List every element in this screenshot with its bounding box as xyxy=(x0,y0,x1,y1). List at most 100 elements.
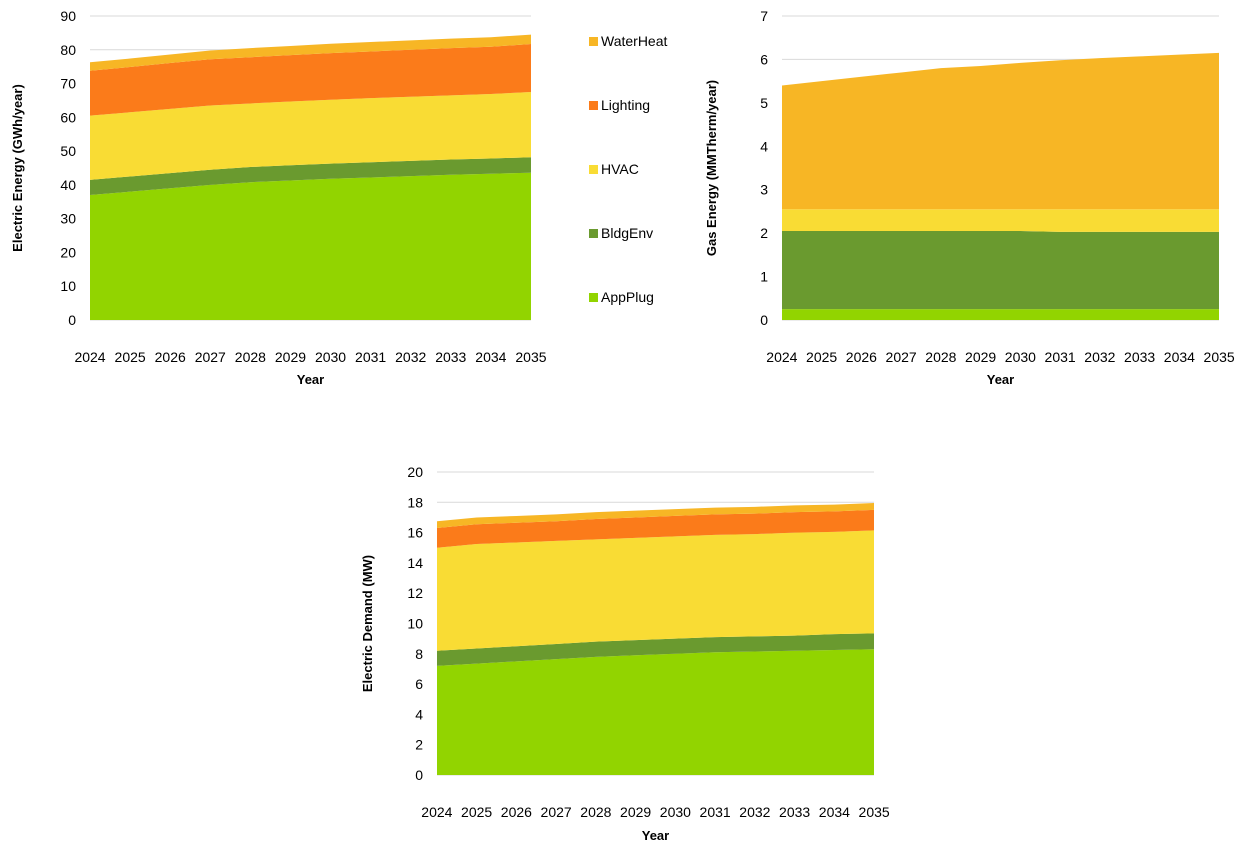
x-tick-label: 2035 xyxy=(1204,349,1235,365)
area-waterheat xyxy=(782,52,1219,210)
x-tick-label: 2027 xyxy=(886,349,917,365)
x-tick-label: 2031 xyxy=(355,349,386,365)
legend-swatch-waterheat xyxy=(589,37,598,46)
x-tick-label: 2034 xyxy=(1164,349,1195,365)
area-lighting xyxy=(90,44,531,116)
x-tick-label: 2026 xyxy=(501,804,532,820)
x-tick-label: 2025 xyxy=(461,804,492,820)
electric-demand-chart: 0 2 4 6 8 10 12 14 16 18 20 2024 2025 2026 2027 2028 202… xyxy=(360,464,890,843)
area-waterheat xyxy=(437,503,874,529)
legend-label-lighting: Lighting xyxy=(601,97,650,113)
x-tick-label: 2032 xyxy=(1084,349,1115,365)
y-tick-label: 7 xyxy=(760,8,768,24)
legend-swatch-hvac xyxy=(589,165,598,174)
y-tick-label: 70 xyxy=(60,76,76,92)
x-tick-label: 2029 xyxy=(620,804,651,820)
area-hvac xyxy=(437,530,874,651)
y-axis-title: Electric Demand (MW) xyxy=(360,555,375,692)
x-tick-label: 2030 xyxy=(315,349,346,365)
y-tick-label: 4 xyxy=(760,138,768,154)
x-tick-label: 2035 xyxy=(515,349,546,365)
x-tick-label: 2034 xyxy=(475,349,506,365)
y-tick-label: 4 xyxy=(415,706,423,722)
legend-label-bldgenv: BldgEnv xyxy=(601,225,653,241)
area-lighting xyxy=(437,509,874,548)
y-tick-label: 16 xyxy=(407,525,423,541)
x-tick-label: 2024 xyxy=(766,349,797,365)
area-appplug xyxy=(90,172,531,320)
x-tick-label: 2030 xyxy=(660,804,691,820)
area-appplug xyxy=(437,649,874,775)
legend-label-appplug: AppPlug xyxy=(601,289,654,305)
y-tick-label: 0 xyxy=(760,312,768,328)
legend-swatch-lighting xyxy=(589,101,598,110)
y-tick-label: 40 xyxy=(60,177,76,193)
legend-label-hvac: HVAC xyxy=(601,161,639,177)
gas-energy-chart: 0 1 2 3 4 5 6 7 2024 2025 2026 2027 2028 2029 2030 2031… xyxy=(704,8,1235,387)
legend-label-waterheat: WaterHeat xyxy=(601,33,668,49)
y-tick-label: 20 xyxy=(407,464,423,480)
x-tick-label: 2031 xyxy=(1045,349,1076,365)
x-tick-label: 2024 xyxy=(74,349,105,365)
y-tick-label: 5 xyxy=(760,95,768,111)
y-tick-label: 2 xyxy=(760,225,768,241)
x-tick-label: 2028 xyxy=(580,804,611,820)
x-tick-label: 2026 xyxy=(846,349,877,365)
x-tick-label: 2033 xyxy=(435,349,466,365)
x-tick-label: 2035 xyxy=(859,804,890,820)
y-axis-title: Electric Energy (GWh/year) xyxy=(10,84,25,252)
x-tick-label: 2027 xyxy=(541,804,572,820)
x-tick-label: 2024 xyxy=(421,804,452,820)
x-tick-label: 2033 xyxy=(1124,349,1155,365)
x-axis-title: Year xyxy=(987,372,1014,387)
y-tick-label: 50 xyxy=(60,143,76,159)
x-tick-label: 2032 xyxy=(739,804,770,820)
y-tick-label: 12 xyxy=(407,585,423,601)
legend: WaterHeat Lighting HVAC BldgEnv AppPlug xyxy=(589,33,668,305)
x-tick-label: 2032 xyxy=(395,349,426,365)
y-tick-label: 1 xyxy=(760,269,768,285)
area-appplug xyxy=(782,309,1219,320)
x-axis-title: Year xyxy=(297,372,324,387)
y-tick-label: 14 xyxy=(407,555,423,571)
legend-swatch-appplug xyxy=(589,293,598,302)
y-tick-label: 2 xyxy=(415,737,423,753)
x-tick-label: 2030 xyxy=(1005,349,1036,365)
x-axis-title: Year xyxy=(642,828,669,843)
area-waterheat xyxy=(90,34,531,71)
area-hvac xyxy=(90,92,531,180)
x-tick-label: 2025 xyxy=(806,349,837,365)
y-tick-label: 0 xyxy=(68,312,76,328)
area-hvac xyxy=(782,209,1219,232)
y-tick-label: 10 xyxy=(407,616,423,632)
y-tick-label: 80 xyxy=(60,42,76,58)
legend-swatch-bldgenv xyxy=(589,229,598,238)
x-tick-label: 2027 xyxy=(195,349,226,365)
area-bldgenv xyxy=(782,230,1219,310)
x-tick-label: 2028 xyxy=(235,349,266,365)
y-tick-label: 90 xyxy=(60,8,76,24)
y-tick-label: 10 xyxy=(60,278,76,294)
x-tick-label: 2033 xyxy=(779,804,810,820)
x-tick-label: 2029 xyxy=(965,349,996,365)
area-bldgenv xyxy=(90,157,531,196)
y-axis-title: Gas Energy (MMTherm/year) xyxy=(704,80,719,256)
x-tick-label: 2034 xyxy=(819,804,850,820)
y-tick-label: 60 xyxy=(60,109,76,125)
x-tick-label: 2026 xyxy=(155,349,186,365)
x-tick-label: 2029 xyxy=(275,349,306,365)
x-tick-label: 2028 xyxy=(925,349,956,365)
y-tick-label: 8 xyxy=(415,646,423,662)
x-tick-label: 2025 xyxy=(115,349,146,365)
area-bldgenv xyxy=(437,633,874,666)
y-tick-label: 6 xyxy=(415,676,423,692)
y-tick-label: 20 xyxy=(60,244,76,260)
y-tick-label: 30 xyxy=(60,211,76,227)
y-tick-label: 6 xyxy=(760,51,768,67)
y-tick-label: 3 xyxy=(760,182,768,198)
y-tick-label: 18 xyxy=(407,494,423,510)
x-tick-label: 2031 xyxy=(700,804,731,820)
y-tick-label: 0 xyxy=(415,767,423,783)
